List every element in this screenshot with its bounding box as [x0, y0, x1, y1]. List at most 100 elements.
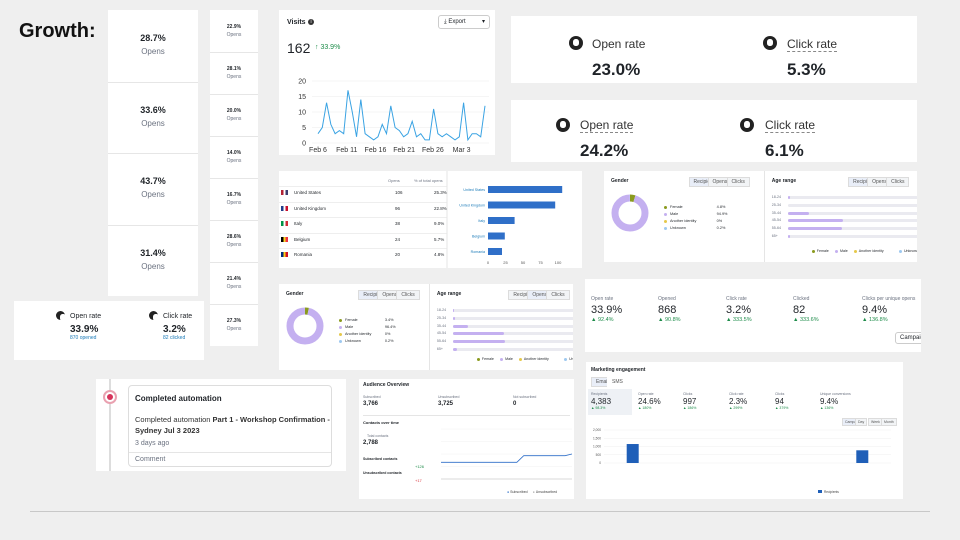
- stat-value: 33.9%: [591, 304, 623, 316]
- chevron-down-icon: ▾: [481, 19, 485, 25]
- legend-dot: [664, 213, 667, 216]
- visits-title: Visits: [287, 19, 306, 26]
- mc-rates-top: Open rate 23.0% Click rate 5.3%: [511, 16, 917, 83]
- gender-tab-clicks[interactable]: Clicks: [396, 290, 420, 300]
- y-tick-label: 2,000: [593, 428, 601, 432]
- campaign-stats-card: Open rate 33.9% ▲ 92.4% Opened 868 ▲ 90.8% Cli…: [585, 279, 921, 352]
- opens-label: Opens: [141, 261, 165, 271]
- marketing-engagement-card: Marketing engagement Email SMS Recipient…: [586, 362, 903, 499]
- export-button[interactable]: ⤓ Export ▾: [438, 15, 490, 29]
- gender-name: Unknown: [670, 226, 686, 230]
- click-rate-value: 3.2%: [163, 324, 186, 335]
- age-bar-track: [452, 348, 573, 351]
- open-rate-value: 24.2%: [580, 141, 629, 160]
- age-bar-track: [787, 227, 917, 231]
- contacts-over-time-title: Contacts over time: [363, 420, 400, 425]
- opens-label: Opens: [226, 242, 242, 248]
- automation-card: Completed automation Completed automatio…: [96, 379, 346, 471]
- flag-uk-icon: [281, 205, 288, 211]
- legend-dot: [518, 358, 522, 361]
- col-header-pct: % of total opens: [414, 178, 443, 183]
- age-bar-track: [787, 196, 917, 199]
- age-tab-clicks[interactable]: Clicks: [886, 177, 910, 187]
- country-pct: 9.0%: [434, 221, 445, 226]
- gender-tab-clicks[interactable]: Clicks: [726, 177, 750, 187]
- age-bar-track: [452, 316, 573, 320]
- click-rate-value: 6.1%: [765, 141, 804, 160]
- mkt-stat-value: 997: [683, 397, 697, 406]
- row-divider: [108, 81, 198, 83]
- countries-card: Opens % of total opens United States 106 2…: [279, 171, 582, 268]
- y-tick-label: 20: [298, 79, 306, 86]
- audience-stat-value: 3,725: [438, 401, 454, 407]
- mkt-stat-value: 24.6%: [638, 397, 661, 406]
- category-label: Belgium: [472, 235, 485, 239]
- audience-title: Audience Overview: [363, 382, 410, 388]
- legend-label: Another identity: [858, 249, 884, 253]
- gender-name: Unknown: [345, 339, 361, 343]
- age-label: 25-34: [771, 202, 781, 207]
- legend-label: Female: [481, 357, 494, 361]
- donut-slice: [611, 194, 649, 232]
- contacts-row-value: +126: [415, 464, 425, 469]
- visits-total: 162: [287, 40, 311, 56]
- legend-label: Female: [816, 249, 829, 253]
- row-divider: [210, 220, 258, 221]
- stat-label: Click rate: [726, 296, 747, 302]
- mkt-stat-delta: ▲ 180%: [638, 406, 652, 410]
- opened-count: 870 opened: [70, 335, 97, 341]
- x-tick-label: Feb 21: [393, 147, 415, 154]
- row-divider: [279, 248, 447, 249]
- legend-dot: [898, 250, 902, 253]
- country-name: Romania: [294, 252, 313, 257]
- country-name: United Kingdom: [294, 205, 327, 211]
- timeline-line: [109, 379, 111, 471]
- audience-divider: [363, 415, 570, 416]
- legend-dot: [664, 220, 667, 223]
- age-label: 65+: [771, 234, 778, 238]
- gender-value: 3.4%: [384, 318, 394, 322]
- country-bar: [488, 248, 502, 255]
- opens-pct: 22.9%: [226, 24, 242, 30]
- range-day[interactable]: Day: [855, 418, 868, 426]
- stat-value: 3.2%: [726, 304, 752, 316]
- comment-divider: [129, 452, 331, 453]
- stat-value: 9.4%: [862, 304, 888, 316]
- legend-dot: [853, 250, 857, 253]
- audience-stat-value: 3,766: [363, 401, 379, 407]
- mkt-stat-delta: ▲ 186%: [683, 406, 697, 410]
- stat-delta: ▲ 90.8%: [658, 317, 681, 323]
- gender-donut-chart: [286, 307, 324, 345]
- demographics-card-b: Gender Recipients Opens Clicks Female 3.4% Mal…: [279, 284, 573, 370]
- info-icon[interactable]: i: [308, 19, 314, 25]
- comment-link[interactable]: Comment: [135, 456, 166, 463]
- x-tick-label: 25: [503, 260, 508, 265]
- tab-sms[interactable]: SMS: [607, 377, 628, 387]
- country-opens: 20: [395, 252, 401, 257]
- age-bar: [787, 219, 843, 223]
- open-rate-value: 23.0%: [592, 60, 641, 79]
- legend-dot: [339, 326, 342, 329]
- gender-name: Female: [345, 318, 358, 322]
- y-tick-label: 1,500: [593, 436, 601, 440]
- row-divider: [108, 153, 198, 154]
- range-month[interactable]: Month: [881, 418, 897, 426]
- gender-name: Female: [670, 205, 683, 209]
- panel-divider: [763, 171, 765, 262]
- row-divider: [210, 262, 258, 263]
- legend-dot: [564, 358, 568, 361]
- row-divider: [108, 224, 198, 226]
- open-rate-label: Open rate: [580, 118, 634, 133]
- age-label: 35-44: [436, 323, 447, 328]
- legend-label: Male: [839, 249, 848, 253]
- legend-dot: [834, 250, 838, 253]
- legend-dot: [664, 206, 667, 209]
- gender-name: Male: [670, 212, 679, 216]
- gender-value: 0%: [384, 332, 391, 336]
- age-tab-clicks[interactable]: Clicks: [546, 290, 570, 300]
- stat-label: Opened: [658, 296, 676, 302]
- campaign-button[interactable]: Campaign: [895, 332, 921, 344]
- age-bar-track: [452, 332, 573, 336]
- gender-value: 0%: [716, 219, 723, 223]
- gender-value: 96.4%: [384, 325, 396, 329]
